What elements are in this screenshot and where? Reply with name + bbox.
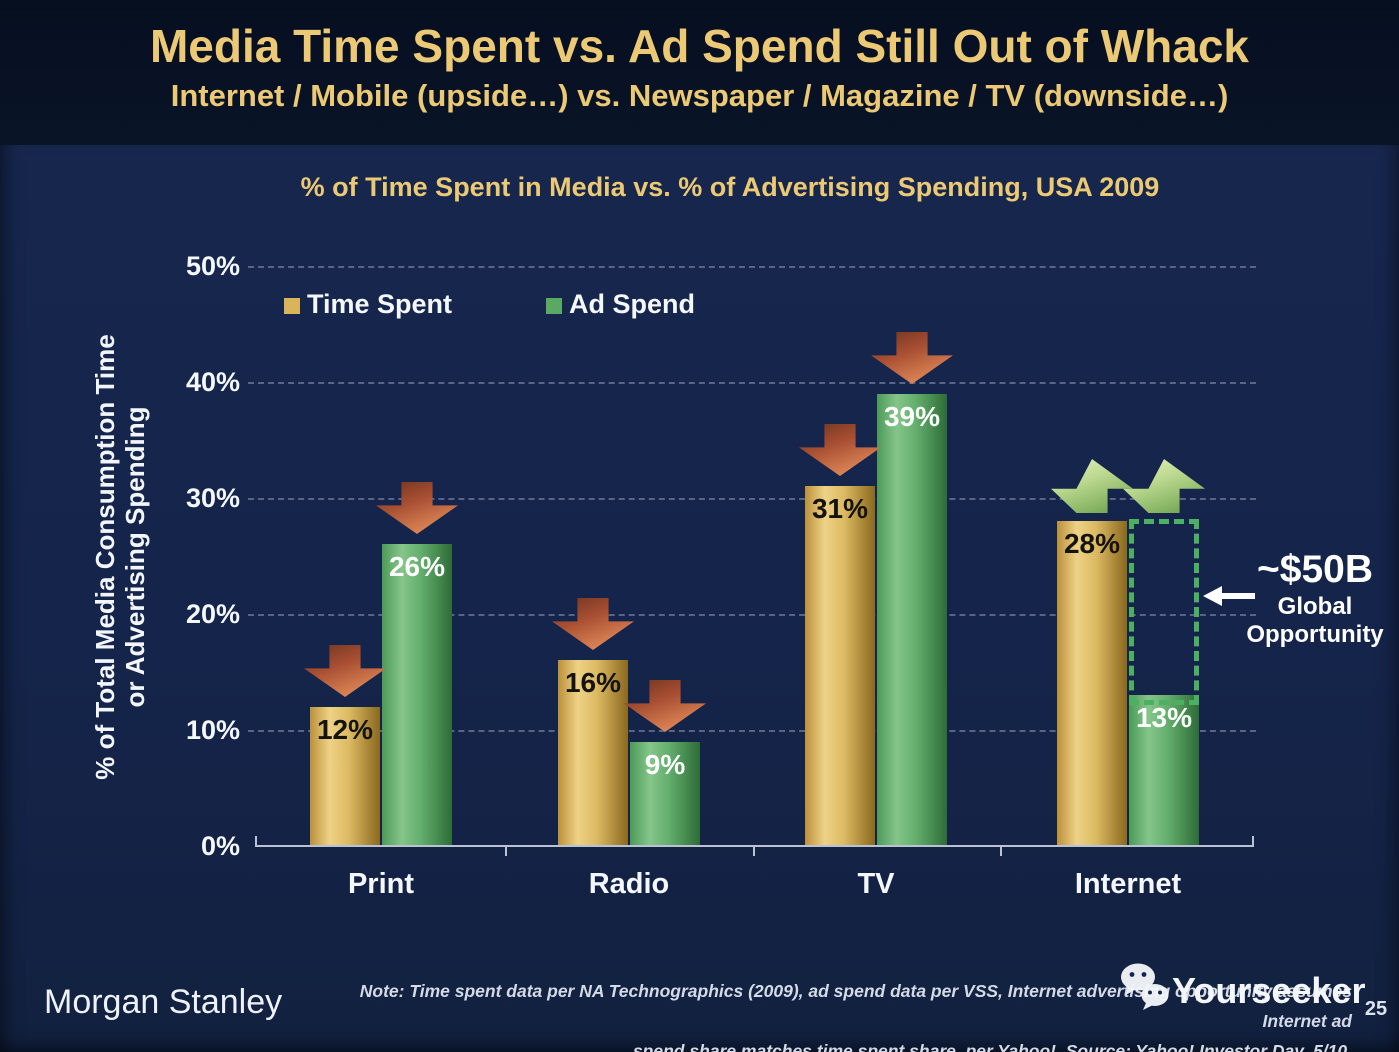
y-tick-label-40%: 40% (185, 367, 240, 397)
gridline-40% (248, 382, 1256, 384)
bar-radio-ad-spend: 9% (630, 742, 700, 846)
left-pointer-arrow-icon (1203, 586, 1255, 606)
slide-title: Media Time Spent vs. Ad Spend Still Out … (149, 20, 1250, 72)
gridline-10% (248, 730, 1256, 732)
slide-subtitle: Internet / Mobile (upside…) vs. Newspape… (170, 78, 1229, 113)
morgan-stanley-logo: Morgan Stanley (44, 983, 283, 1021)
x-category-label-internet: Internet (1074, 868, 1182, 900)
gridline-20% (248, 614, 1256, 616)
x-axis-divider-tick (1000, 847, 1002, 856)
bar-value-label-print-time-spent: 12% (316, 714, 374, 745)
legend-swatch-time-spent (284, 298, 300, 314)
bar-value-label-internet-time-spent: 28% (1063, 528, 1121, 559)
y-tick-label-0%: 0% (200, 831, 240, 861)
opportunity-sublabel-opportunity: Opportunity (1246, 621, 1384, 648)
legend-label-time-spent: Time Spent (307, 289, 453, 319)
chart-panel (0, 145, 1399, 1052)
x-axis-divider-tick (505, 847, 507, 856)
bar-value-label-radio-time-spent: 16% (564, 667, 622, 698)
x-category-label-tv: TV (857, 868, 895, 900)
bar-value-label-tv-time-spent: 31% (811, 493, 869, 524)
y-axis-title-line1: % of Total Media Consumption Time (90, 334, 120, 780)
gridline-50% (248, 266, 1256, 268)
bar-internet-time-spent: 28% (1057, 521, 1127, 846)
bar-tv-time-spent: 31% (805, 486, 875, 846)
bar-value-label-tv-ad-spend: 39% (883, 401, 941, 432)
bar-print-time-spent: 12% (310, 707, 380, 846)
bar-internet-ad-spend: 13% (1129, 695, 1199, 846)
opportunity-gap-box (1129, 519, 1199, 705)
wechat-icon (1121, 963, 1169, 1010)
legend-swatch-ad-spend (546, 298, 562, 314)
bar-radio-time-spent: 16% (558, 660, 628, 846)
source-note: Note: Time spent data per NA Technograph… (310, 976, 1352, 1052)
chart-title: % of Time Spent in Media vs. % of Advert… (300, 172, 1160, 202)
x-category-label-print: Print (347, 868, 415, 900)
bar-value-label-radio-ad-spend: 9% (644, 749, 686, 780)
opportunity-value-label: ~$50B (1256, 548, 1373, 591)
y-axis-title-line2: or Advertising Spending (120, 406, 150, 708)
y-tick-label-20%: 20% (185, 599, 240, 629)
opportunity-sublabel-global: Global (1277, 593, 1353, 620)
page-number: 25 (1364, 998, 1388, 1020)
legend-label-ad-spend: Ad Spend (569, 289, 695, 319)
bar-tv-ad-spend: 39% (877, 394, 947, 846)
source-note-line1: Note: Time spent data per NA Technograph… (359, 981, 1352, 1031)
y-tick-label-10%: 10% (185, 715, 240, 745)
y-tick-label-30%: 30% (185, 483, 240, 513)
x-axis-line (255, 845, 1254, 847)
gridline-30% (248, 498, 1256, 500)
y-axis-title: % of Total Media Consumption Time or Adv… (90, 277, 150, 837)
slide-header: Media Time Spent vs. Ad Spend Still Out … (0, 0, 1399, 145)
y-tick-label-50%: 50% (185, 251, 240, 281)
bar-value-label-print-ad-spend: 26% (388, 551, 446, 582)
source-note-line2: spend share matches time spent share, pe… (632, 1041, 1352, 1052)
x-axis-end-tick-left (255, 836, 257, 846)
bar-value-label-internet-ad-spend: 13% (1135, 702, 1193, 733)
x-axis-divider-tick (753, 847, 755, 856)
x-axis-end-tick-right (1252, 836, 1254, 846)
yourseeker-watermark: Yourseeker (1172, 970, 1366, 1011)
x-category-label-radio: Radio (588, 868, 670, 900)
bar-print-ad-spend: 26% (382, 544, 452, 846)
